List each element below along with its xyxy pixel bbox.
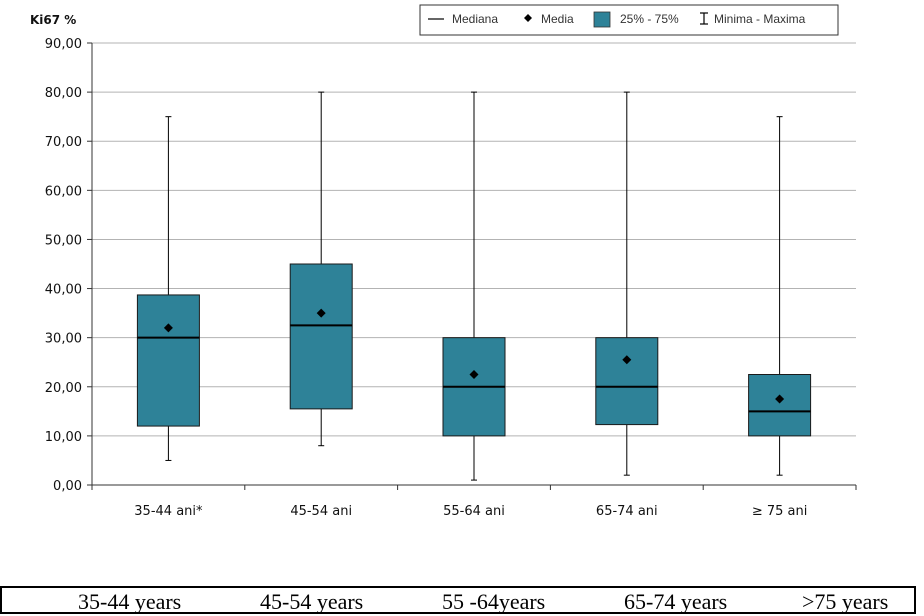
x-tick-label: ≥ 75 ani [752, 504, 808, 519]
iqr-box [748, 374, 812, 437]
translation-label: 45-54 years [260, 589, 364, 614]
box-1 [136, 116, 200, 461]
y-tick-label: 40,00 [45, 283, 82, 298]
mean-marker [316, 308, 326, 318]
translation-row: 35-44 years 45-54 years 55 -64years 65-7… [0, 586, 916, 614]
legend-box-label: 25% - 75% [620, 12, 679, 26]
iqr-box [595, 337, 659, 426]
x-tick-label: 45-54 ani [290, 504, 352, 519]
mean-marker [622, 355, 632, 365]
legend-range-label: Minima - Maxima [714, 12, 806, 26]
x-tick-label: 35-44 ani* [134, 504, 203, 519]
y-tick-label: 30,00 [45, 332, 82, 347]
box-2 [289, 91, 353, 447]
translation-label: 55 -64years [442, 589, 546, 614]
y-tick-label: 80,00 [45, 86, 82, 101]
mean-marker [775, 394, 785, 404]
legend-range-swatch [700, 12, 708, 25]
y-tick-labels: 0,00 10,00 20,00 30,00 40,00 50,00 60,00 70,00 8… [45, 37, 82, 494]
x-tick-label: 55-64 ani [443, 504, 505, 519]
y-tick-label: 90,00 [45, 37, 82, 52]
box-3 [442, 91, 506, 481]
box-4 [595, 91, 659, 476]
translation-label: 35-44 years [78, 589, 182, 614]
box-5 [748, 116, 812, 476]
legend-mean-label: Media [541, 12, 574, 26]
legend-box-swatch [593, 11, 611, 28]
y-tick-label: 10,00 [45, 430, 82, 445]
legend-median-label: Mediana [452, 12, 498, 26]
iqr-box [289, 263, 353, 410]
y-axis-label: Ki67 % [30, 13, 76, 27]
y-tick-label: 50,00 [45, 233, 82, 248]
y-tick-label: 60,00 [45, 184, 82, 199]
iqr-box [136, 294, 200, 427]
mean-marker [163, 323, 173, 333]
y-tick-label: 20,00 [45, 381, 82, 396]
legend-mean-swatch [524, 14, 532, 22]
y-tick-label: 0,00 [53, 479, 82, 494]
translation-label: >75 years [802, 589, 889, 614]
box-plot-chart: Ki67 % 0,00 10,00 20,00 30,00 40,00 50,00 60,0… [30, 4, 857, 519]
mean-marker [469, 370, 479, 379]
legend-frame [419, 4, 839, 36]
y-tick-label: 70,00 [45, 135, 82, 150]
x-tick-labels: 35-44 ani* 45-54 ani 55-64 ani 65-74 ani ≥ 7… [91, 485, 857, 519]
boxes [136, 91, 812, 481]
legend: Mediana Media 25% - 75% Minima - Maxima [419, 4, 839, 36]
translation-label: 65-74 years [624, 589, 728, 614]
x-tick-label: 65-74 ani [596, 504, 658, 519]
